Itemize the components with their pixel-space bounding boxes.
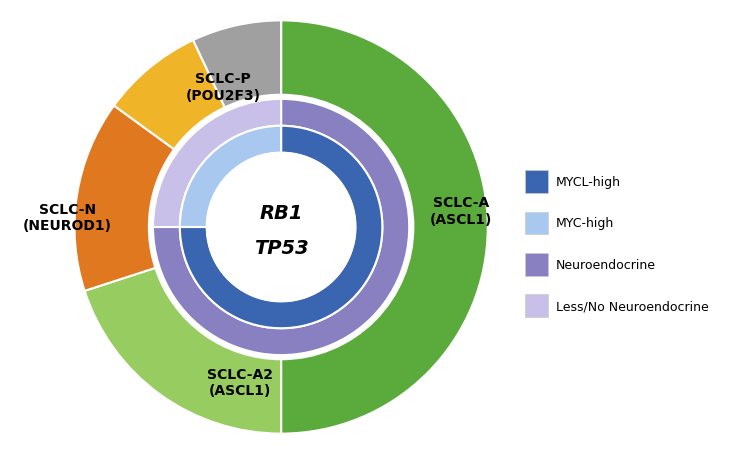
Wedge shape: [180, 126, 382, 329]
Wedge shape: [153, 100, 409, 355]
Text: SCLC-N
(NEUROD1): SCLC-N (NEUROD1): [23, 202, 112, 232]
Wedge shape: [180, 126, 281, 228]
Wedge shape: [193, 21, 281, 108]
Text: SCLC-A
(ASCL1): SCLC-A (ASCL1): [430, 196, 492, 226]
FancyBboxPatch shape: [525, 212, 548, 235]
FancyBboxPatch shape: [525, 253, 548, 276]
FancyBboxPatch shape: [525, 294, 548, 317]
Text: SCLC-A2
(ASCL1): SCLC-A2 (ASCL1): [207, 367, 273, 397]
Wedge shape: [75, 106, 174, 291]
Text: MYCL-high: MYCL-high: [556, 176, 621, 189]
Text: Neuroendocrine: Neuroendocrine: [556, 258, 656, 271]
Text: RB1: RB1: [259, 203, 303, 222]
Text: SCLC-P
(POU2F3): SCLC-P (POU2F3): [186, 72, 261, 102]
Text: Less/No Neuroendocrine: Less/No Neuroendocrine: [556, 299, 708, 312]
Text: TP53: TP53: [253, 238, 308, 258]
Wedge shape: [84, 268, 281, 434]
Wedge shape: [114, 41, 225, 150]
Text: MYC-high: MYC-high: [556, 217, 614, 230]
Wedge shape: [281, 21, 488, 434]
Wedge shape: [153, 100, 281, 228]
Circle shape: [207, 153, 356, 302]
FancyBboxPatch shape: [525, 171, 548, 193]
